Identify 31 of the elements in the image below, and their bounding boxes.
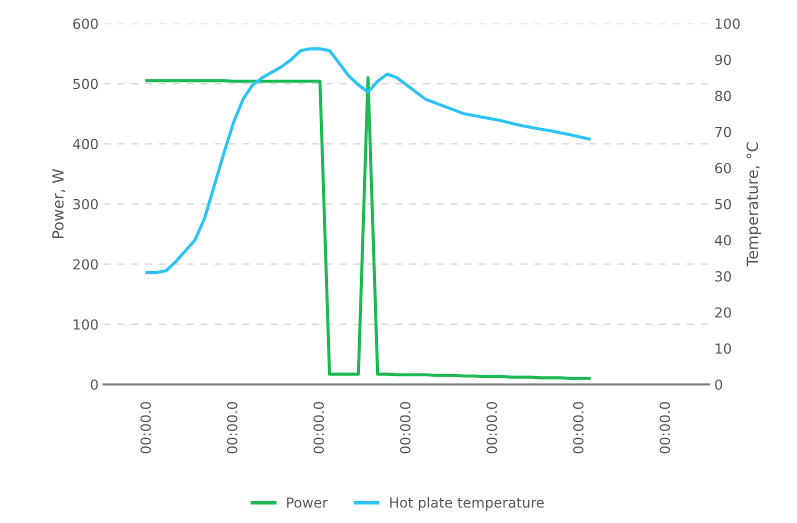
x-tick-label: 00:00.0 [400,402,410,454]
y-tick-label: 200 [73,259,98,270]
y2-tick-label: 30 [715,271,731,282]
y-tick-label: 500 [73,78,98,90]
y2-tick-label: 90 [715,54,731,66]
x-tick-label: 00:00.0 [226,402,238,454]
x-tick-label: 00:00.0 [660,402,670,454]
y2-tick-label: 20 [715,307,731,318]
y2-axis-title: Temperature, °C [746,142,762,266]
y2-tick-label: 60 [715,162,731,174]
y2-tick-label: 70 [715,126,731,138]
y-tick-label: 300 [73,198,98,210]
x-tick-label: 00:00.0 [140,402,151,454]
legend-label: Power [287,497,328,508]
line-series [145,76,591,380]
x-tick-label: 00:00.0 [486,402,498,454]
y-tick-label: 400 [72,138,98,150]
y-tick-label: 0 [90,379,98,390]
y2-tick-label: 100 [716,18,740,30]
legend-label: Hot plate temperature [390,497,544,510]
y2-tick-label: 80 [715,90,731,102]
x-tick-label: 00:00.0 [313,402,324,454]
x-tick-label: 00:00.0 [573,402,584,454]
y2-tick-label: 0 [715,379,722,390]
y2-tick-label: 10 [716,343,731,354]
y-tick-label: 100 [74,319,98,330]
line-series [145,47,591,274]
y-tick-label: 600 [73,18,98,30]
y2-tick-label: 40 [714,235,731,246]
y2-tick-label: 50 [715,198,731,210]
y-axis-title: Power, W [52,168,66,238]
